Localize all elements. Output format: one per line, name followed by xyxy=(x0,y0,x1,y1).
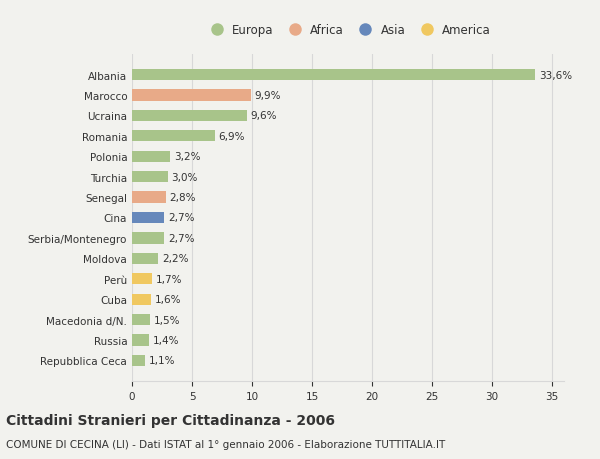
Text: 3,0%: 3,0% xyxy=(172,172,198,182)
Text: 1,6%: 1,6% xyxy=(155,295,181,304)
Text: 1,7%: 1,7% xyxy=(156,274,182,284)
Text: 2,7%: 2,7% xyxy=(168,213,194,223)
Text: 3,2%: 3,2% xyxy=(174,152,200,162)
Text: 2,2%: 2,2% xyxy=(162,254,188,264)
Text: 1,4%: 1,4% xyxy=(152,335,179,345)
Text: 9,9%: 9,9% xyxy=(254,91,281,101)
Text: 1,5%: 1,5% xyxy=(154,315,180,325)
Bar xyxy=(132,233,164,244)
Bar xyxy=(132,131,215,142)
Text: 9,6%: 9,6% xyxy=(251,111,277,121)
Bar xyxy=(132,70,535,81)
Bar xyxy=(132,213,164,224)
Text: 2,7%: 2,7% xyxy=(168,233,194,243)
Text: 2,8%: 2,8% xyxy=(169,193,196,203)
Text: Cittadini Stranieri per Cittadinanza - 2006: Cittadini Stranieri per Cittadinanza - 2… xyxy=(6,414,335,428)
Text: 33,6%: 33,6% xyxy=(539,71,572,80)
Legend: Europa, Africa, Asia, America: Europa, Africa, Asia, America xyxy=(203,22,493,39)
Text: COMUNE DI CECINA (LI) - Dati ISTAT al 1° gennaio 2006 - Elaborazione TUTTITALIA.: COMUNE DI CECINA (LI) - Dati ISTAT al 1°… xyxy=(6,440,445,449)
Bar xyxy=(132,335,149,346)
Bar xyxy=(132,172,168,183)
Bar xyxy=(132,90,251,101)
Bar xyxy=(132,274,152,285)
Text: 1,1%: 1,1% xyxy=(149,356,175,365)
Bar xyxy=(132,151,170,162)
Bar xyxy=(132,294,151,305)
Bar xyxy=(132,192,166,203)
Bar xyxy=(132,314,150,325)
Bar xyxy=(132,111,247,122)
Bar xyxy=(132,355,145,366)
Text: 6,9%: 6,9% xyxy=(218,132,245,141)
Bar xyxy=(132,253,158,264)
